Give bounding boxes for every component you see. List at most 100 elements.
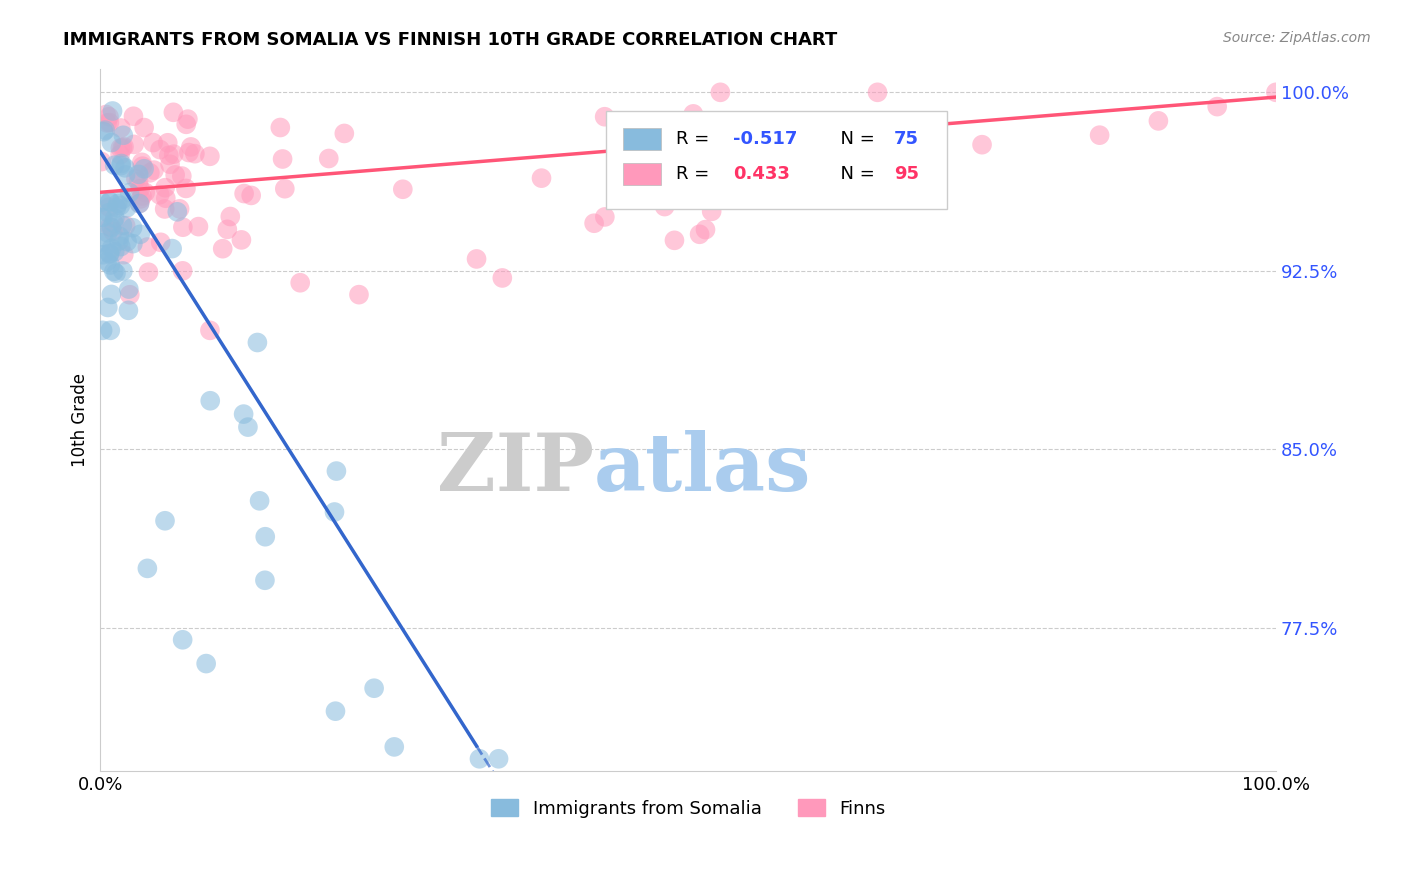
Point — [232, 407, 254, 421]
Point — [274, 182, 297, 196]
Point — [693, 172, 716, 186]
Point — [1088, 128, 1111, 143]
Point — [172, 220, 194, 235]
Point — [98, 258, 121, 272]
Point — [98, 200, 121, 214]
Point — [153, 514, 176, 528]
Point — [172, 264, 194, 278]
Point — [391, 182, 413, 196]
Text: ZIP: ZIP — [437, 430, 595, 508]
Point — [231, 233, 253, 247]
Point — [96, 116, 118, 130]
Point — [98, 246, 121, 260]
Point — [488, 752, 510, 766]
Point — [93, 230, 115, 244]
Point — [110, 199, 132, 213]
Point — [246, 335, 269, 350]
Point — [108, 234, 131, 248]
Point — [128, 196, 150, 211]
Point — [117, 303, 139, 318]
Point — [98, 115, 121, 129]
Point — [100, 220, 122, 235]
Point — [593, 210, 616, 224]
Point — [114, 219, 136, 233]
Point — [100, 241, 122, 255]
Point — [100, 287, 122, 301]
Point — [333, 127, 356, 141]
Point — [91, 248, 114, 262]
Point — [115, 235, 138, 249]
Point — [184, 146, 207, 161]
Text: 95: 95 — [894, 165, 920, 183]
Point — [98, 194, 121, 209]
Point — [347, 287, 370, 301]
Text: N =: N = — [830, 129, 880, 148]
Text: -0.517: -0.517 — [733, 129, 797, 148]
Point — [134, 120, 156, 135]
Point — [682, 107, 704, 121]
Point — [110, 159, 132, 173]
Point — [104, 211, 127, 225]
Point — [160, 242, 183, 256]
Point — [101, 224, 124, 238]
Point — [153, 202, 176, 216]
Point — [156, 136, 179, 150]
Point — [240, 188, 263, 202]
Point — [323, 505, 346, 519]
FancyBboxPatch shape — [606, 111, 946, 209]
Point — [112, 248, 135, 262]
Point — [530, 171, 553, 186]
Point — [1265, 86, 1288, 100]
Point — [177, 145, 200, 160]
Point — [131, 159, 153, 173]
Point — [103, 216, 125, 230]
Point — [108, 229, 131, 244]
Text: IMMIGRANTS FROM SOMALIA VS FINNISH 10TH GRADE CORRELATION CHART: IMMIGRANTS FROM SOMALIA VS FINNISH 10TH … — [63, 31, 838, 49]
Point — [166, 204, 188, 219]
Point — [818, 193, 841, 207]
Point — [174, 117, 197, 131]
Point — [735, 186, 758, 200]
Point — [128, 196, 150, 211]
Y-axis label: 10th Grade: 10th Grade — [72, 373, 89, 467]
Point — [107, 196, 129, 211]
Point — [254, 530, 277, 544]
Point — [105, 266, 128, 280]
Point — [129, 227, 152, 242]
Point — [172, 632, 194, 647]
Point — [198, 149, 221, 163]
Point — [866, 86, 889, 100]
Point — [97, 226, 120, 240]
Point — [122, 109, 145, 123]
Point — [94, 123, 117, 137]
Point — [217, 222, 239, 236]
Point — [142, 136, 165, 150]
Point — [110, 239, 132, 253]
Point — [115, 201, 138, 215]
Point — [290, 276, 312, 290]
Point — [236, 420, 259, 434]
Point — [90, 154, 112, 169]
Point — [98, 194, 121, 209]
Point — [110, 156, 132, 170]
Point — [138, 265, 160, 279]
Point — [111, 219, 134, 233]
Legend: Immigrants from Somalia, Finns: Immigrants from Somalia, Finns — [484, 792, 893, 825]
Point — [465, 252, 488, 266]
Point — [174, 181, 197, 195]
Point — [94, 107, 117, 121]
Point — [153, 180, 176, 194]
Point — [177, 112, 200, 127]
Point — [100, 136, 122, 150]
Point — [709, 86, 731, 100]
Point — [98, 219, 121, 234]
Point — [149, 187, 172, 202]
Point — [97, 301, 120, 315]
Point — [90, 235, 112, 250]
Point — [121, 220, 143, 235]
Point — [108, 147, 131, 161]
Point — [583, 216, 606, 230]
Point — [155, 191, 177, 205]
Point — [970, 137, 993, 152]
Point — [96, 254, 118, 268]
